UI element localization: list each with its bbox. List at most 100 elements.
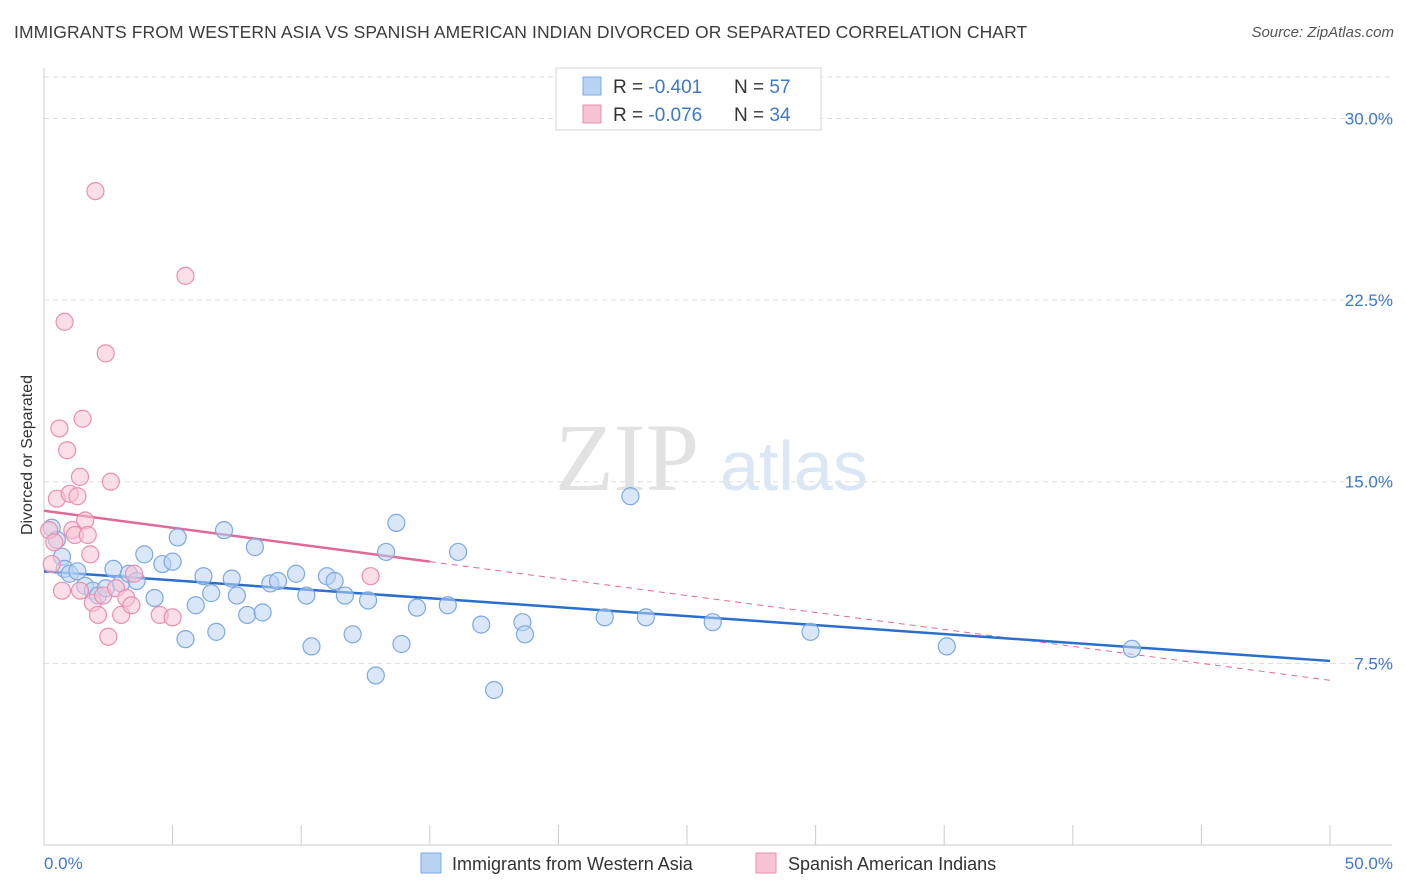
legend-swatch-pink bbox=[755, 852, 777, 874]
blue-point bbox=[703, 613, 722, 632]
blue-point bbox=[297, 586, 316, 605]
blue-point bbox=[145, 588, 164, 608]
legend-n-label: N = bbox=[734, 77, 769, 98]
legend-swatch bbox=[582, 76, 602, 96]
blue-point bbox=[202, 584, 221, 603]
blue-point bbox=[937, 637, 956, 656]
chart-title: IMMIGRANTS FROM WESTERN ASIA VS SPANISH … bbox=[14, 22, 1028, 42]
blue-point bbox=[376, 542, 396, 562]
pink-point bbox=[163, 608, 182, 627]
y-axis-label: Divorced or Separated bbox=[19, 374, 37, 536]
blue-point bbox=[214, 521, 234, 540]
blue-point bbox=[253, 603, 272, 622]
pink-point bbox=[70, 467, 90, 486]
blue-point bbox=[595, 608, 614, 627]
blue-trend-line bbox=[43, 570, 1331, 663]
blue-point bbox=[222, 569, 241, 588]
x-tick-label-min: 0.0% bbox=[44, 854, 83, 873]
pink-trend-line bbox=[43, 509, 430, 563]
bottom-legend: Immigrants from Western Asia Spanish Amer… bbox=[420, 852, 996, 874]
blue-point bbox=[176, 630, 195, 649]
blue-point bbox=[343, 625, 362, 644]
pink-point bbox=[88, 605, 108, 625]
blue-point bbox=[186, 596, 205, 615]
x-tick-label-max: 50.0% bbox=[1345, 854, 1393, 873]
blue-point bbox=[68, 562, 87, 581]
blue-point bbox=[135, 545, 154, 564]
legend-box: R = -0.401 N = 57 R = -0.076 N = 34 bbox=[555, 67, 822, 131]
blue-point bbox=[387, 513, 406, 532]
blue-point bbox=[438, 596, 457, 615]
pink-point bbox=[81, 545, 100, 564]
source-label: Source: ZipAtlas.com bbox=[1251, 24, 1394, 41]
blue-point bbox=[407, 598, 427, 617]
blue-point bbox=[268, 571, 288, 591]
blue-point bbox=[168, 528, 187, 547]
pink-point bbox=[101, 472, 120, 491]
blue-point bbox=[194, 567, 213, 586]
pink-point bbox=[96, 344, 115, 363]
blue-point bbox=[366, 666, 385, 685]
blue-point bbox=[335, 586, 355, 605]
blue-point bbox=[325, 571, 344, 591]
pink-point bbox=[70, 581, 90, 600]
legend-entry: R = -0.076 N = 34 bbox=[613, 105, 791, 126]
pink-trend-extension bbox=[429, 561, 1331, 681]
y-tick-label: 7.5% bbox=[1354, 654, 1393, 673]
grid-lines bbox=[44, 76, 1392, 664]
legend-r-label: R = bbox=[613, 77, 648, 98]
legend-n-value: 34 bbox=[769, 105, 791, 126]
blue-point bbox=[163, 552, 182, 571]
trend-lines bbox=[43, 509, 1331, 681]
pink-point bbox=[42, 554, 61, 574]
pink-point bbox=[45, 533, 64, 552]
tick-labels: 7.5% 15.0% 22.5% 30.0% 0.0% 50.0% bbox=[44, 109, 1393, 873]
pink-point bbox=[58, 441, 77, 460]
pink-point bbox=[124, 564, 144, 583]
pink-point bbox=[78, 525, 97, 545]
watermark-atlas: atlas bbox=[720, 427, 868, 505]
blue-point bbox=[636, 608, 655, 627]
legend-r-label: R = bbox=[613, 105, 648, 126]
y-tick-label: 15.0% bbox=[1345, 473, 1393, 492]
blue-point bbox=[801, 622, 820, 641]
pink-point bbox=[361, 567, 380, 586]
legend-entry: R = -0.401 N = 57 bbox=[613, 77, 791, 98]
blue-point bbox=[485, 680, 504, 700]
legend-n-value: 57 bbox=[769, 77, 790, 98]
blue-point bbox=[448, 542, 468, 562]
pink-point bbox=[73, 409, 92, 428]
pink-point bbox=[122, 596, 141, 615]
y-tick-label: 22.5% bbox=[1345, 291, 1393, 310]
pink-point bbox=[86, 181, 105, 201]
blue-point bbox=[302, 637, 321, 656]
blue-point bbox=[1122, 639, 1142, 658]
pink-point bbox=[52, 581, 72, 600]
blue-point bbox=[621, 487, 640, 506]
watermark: ZIP atlas bbox=[555, 404, 868, 511]
blue-point bbox=[515, 625, 535, 644]
blue-point bbox=[238, 605, 257, 625]
pink-point bbox=[176, 266, 195, 285]
data-points bbox=[40, 181, 1142, 700]
legend-swatch-blue bbox=[420, 852, 442, 874]
blue-point bbox=[472, 615, 491, 634]
legend-r-value: -0.401 bbox=[648, 77, 702, 98]
legend-r-value: -0.076 bbox=[648, 105, 702, 126]
blue-point bbox=[286, 564, 306, 583]
legend-label-blue: Immigrants from Western Asia bbox=[452, 854, 694, 874]
legend-n-label: N = bbox=[734, 105, 769, 126]
blue-point bbox=[207, 622, 226, 641]
blue-point bbox=[358, 591, 378, 610]
blue-point bbox=[227, 586, 246, 605]
legend-swatch bbox=[582, 104, 602, 124]
pink-point bbox=[68, 487, 87, 506]
blue-point bbox=[245, 538, 265, 557]
y-tick-label: 30.0% bbox=[1345, 109, 1393, 128]
legend-label-pink: Spanish American Indians bbox=[788, 854, 996, 874]
blue-point bbox=[392, 634, 411, 654]
pink-point bbox=[55, 312, 74, 331]
axes bbox=[43, 68, 1392, 846]
pink-point bbox=[50, 419, 69, 438]
